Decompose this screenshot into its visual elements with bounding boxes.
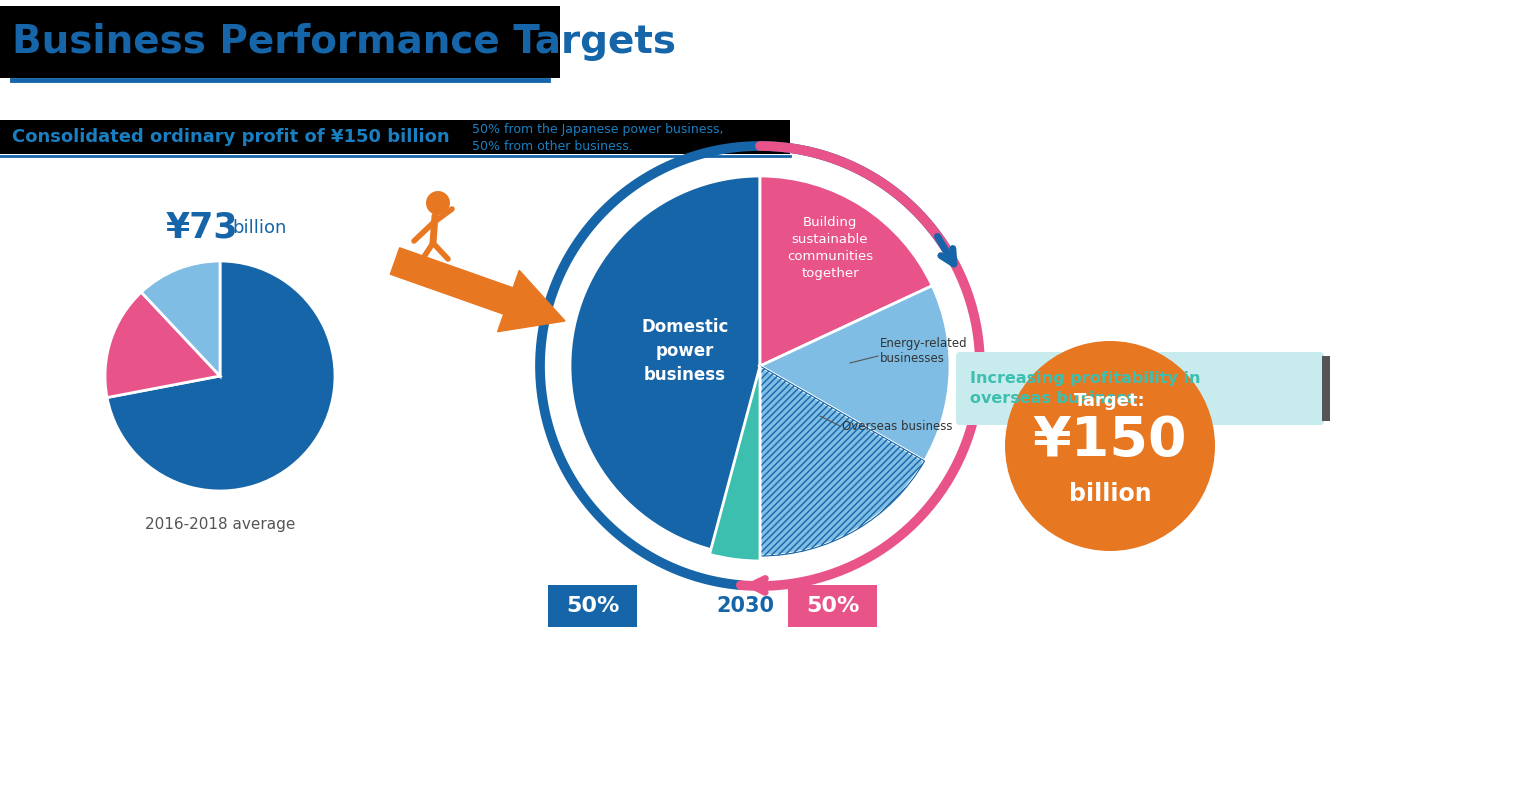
Wedge shape (107, 261, 334, 491)
Wedge shape (141, 261, 219, 376)
Text: 50% from other business.: 50% from other business. (472, 139, 632, 152)
Wedge shape (760, 366, 924, 556)
Wedge shape (710, 366, 760, 561)
Text: ¥150: ¥150 (1033, 414, 1188, 468)
Text: ¥73: ¥73 (166, 211, 238, 245)
Text: billion: billion (233, 219, 287, 237)
Circle shape (1005, 341, 1215, 551)
Wedge shape (760, 176, 932, 366)
FancyBboxPatch shape (788, 585, 878, 627)
Circle shape (427, 191, 449, 215)
Text: Domestic
power
business: Domestic power business (642, 318, 729, 384)
Text: 50%: 50% (566, 596, 619, 616)
FancyArrow shape (390, 247, 564, 332)
Text: Energy-related
businesses: Energy-related businesses (881, 337, 968, 365)
Text: billion: billion (1068, 482, 1151, 506)
Text: Business Performance Targets: Business Performance Targets (12, 23, 676, 61)
Wedge shape (104, 292, 219, 397)
Text: Target:: Target: (1074, 392, 1145, 410)
FancyBboxPatch shape (0, 120, 790, 154)
Text: 2030: 2030 (716, 596, 775, 616)
Wedge shape (570, 176, 760, 556)
Text: 2016-2018 average: 2016-2018 average (145, 517, 295, 531)
FancyBboxPatch shape (1322, 356, 1330, 421)
Text: 50% from the Japanese power business,: 50% from the Japanese power business, (472, 123, 723, 136)
Text: 50%: 50% (806, 596, 859, 616)
Wedge shape (760, 285, 950, 461)
Text: Building
sustainable
communities
together: Building sustainable communities togethe… (787, 216, 873, 280)
FancyBboxPatch shape (0, 6, 560, 78)
Text: Increasing profitability in
overseas business: Increasing profitability in overseas bus… (970, 371, 1200, 406)
FancyBboxPatch shape (956, 352, 1324, 425)
Text: Overseas business: Overseas business (843, 419, 953, 433)
Text: Consolidated ordinary profit of ¥150 billion: Consolidated ordinary profit of ¥150 bil… (12, 128, 449, 146)
FancyBboxPatch shape (548, 585, 637, 627)
